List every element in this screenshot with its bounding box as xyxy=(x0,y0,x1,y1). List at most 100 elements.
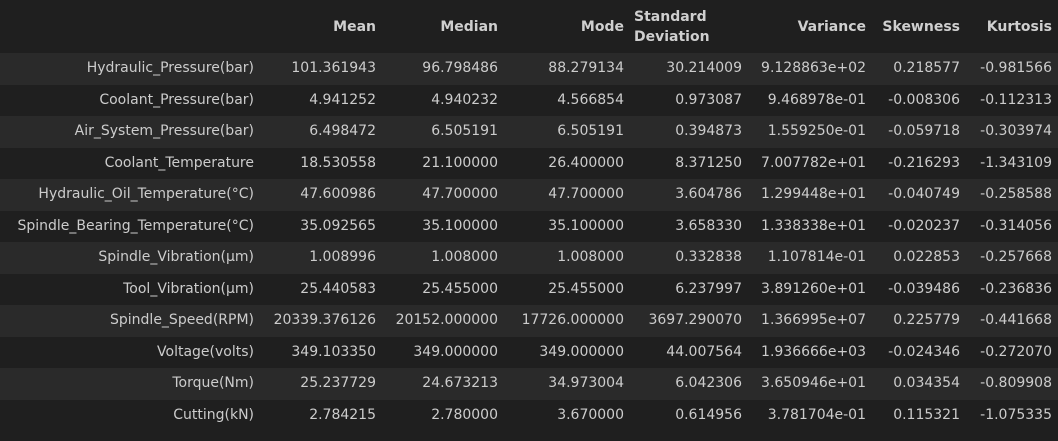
std-cell: 6.042306 xyxy=(630,368,748,400)
std-cell: 44.007564 xyxy=(630,336,748,368)
mode-cell: 1.008000 xyxy=(504,242,630,274)
row-label: Hydraulic_Pressure(bar) xyxy=(0,53,260,85)
mean-cell: 25.440583 xyxy=(260,273,382,305)
row-label: Spindle_Bearing_Temperature(°C) xyxy=(0,210,260,242)
median-cell: 25.455000 xyxy=(382,273,504,305)
kurtosis-cell: -0.258588 xyxy=(966,179,1058,211)
variance-cell: 9.128863e+02 xyxy=(748,53,872,85)
table-body: Hydraulic_Pressure(bar) 101.361943 96.7984… xyxy=(0,53,1058,431)
std-cell: 0.332838 xyxy=(630,242,748,274)
kurtosis-cell: -0.441668 xyxy=(966,305,1058,337)
mean-cell: 47.600986 xyxy=(260,179,382,211)
kurtosis-cell: -0.314056 xyxy=(966,210,1058,242)
mode-cell: 47.700000 xyxy=(504,179,630,211)
variance-cell: 1.936666e+03 xyxy=(748,336,872,368)
median-cell: 21.100000 xyxy=(382,147,504,179)
kurtosis-cell: -0.112313 xyxy=(966,84,1058,116)
table-row: Hydraulic_Oil_Temperature(°C) 47.600986 47… xyxy=(0,179,1058,211)
table-row: Torque(Nm) 25.237729 24.673213 34.973004 6.0… xyxy=(0,368,1058,400)
column-header-median: Median xyxy=(440,18,498,35)
mean-cell: 25.237729 xyxy=(260,368,382,400)
table-row: Spindle_Bearing_Temperature(°C) 35.092565… xyxy=(0,210,1058,242)
kurtosis-cell: -0.981566 xyxy=(966,53,1058,85)
column-header-skewness: Skewness xyxy=(882,18,960,35)
table-row: Coolant_Temperature 18.530558 21.100000 26.… xyxy=(0,147,1058,179)
skewness-cell: 0.034354 xyxy=(872,368,966,400)
std-cell: 3.604786 xyxy=(630,179,748,211)
mean-cell: 101.361943 xyxy=(260,53,382,85)
skewness-cell: -0.020237 xyxy=(872,210,966,242)
mode-cell: 349.000000 xyxy=(504,336,630,368)
table-row: Coolant_Pressure(bar) 4.941252 4.940232 4.5… xyxy=(0,84,1058,116)
row-label: Coolant_Pressure(bar) xyxy=(0,84,260,116)
variance-cell: 1.338338e+01 xyxy=(748,210,872,242)
statistics-dataframe: Mean Median Mode Standard Deviation Vari… xyxy=(0,0,1058,431)
table-row: Cutting(kN) 2.784215 2.780000 3.670000 0.614… xyxy=(0,399,1058,431)
column-header-kurtosis: Kurtosis xyxy=(986,18,1052,35)
kurtosis-cell: -1.075335 xyxy=(966,399,1058,431)
mode-cell: 4.566854 xyxy=(504,84,630,116)
median-cell: 47.700000 xyxy=(382,179,504,211)
mean-cell: 35.092565 xyxy=(260,210,382,242)
variance-cell: 1.366995e+07 xyxy=(748,305,872,337)
table-row: Hydraulic_Pressure(bar) 101.361943 96.7984… xyxy=(0,53,1058,85)
std-cell: 6.237997 xyxy=(630,273,748,305)
row-label: Cutting(kN) xyxy=(0,399,260,431)
row-label: Air_System_Pressure(bar) xyxy=(0,116,260,148)
row-label: Torque(Nm) xyxy=(0,368,260,400)
std-cell: 8.371250 xyxy=(630,147,748,179)
mean-cell: 4.941252 xyxy=(260,84,382,116)
skewness-cell: 0.225779 xyxy=(872,305,966,337)
row-label: Hydraulic_Oil_Temperature(°C) xyxy=(0,179,260,211)
table-row: Tool_Vibration(µm) 25.440583 25.455000 25.4… xyxy=(0,273,1058,305)
mean-cell: 18.530558 xyxy=(260,147,382,179)
skewness-cell: 0.022853 xyxy=(872,242,966,274)
mode-cell: 26.400000 xyxy=(504,147,630,179)
skewness-cell: -0.040749 xyxy=(872,179,966,211)
kurtosis-cell: -0.236836 xyxy=(966,273,1058,305)
mean-cell: 20339.376126 xyxy=(260,305,382,337)
table-header: Mean Median Mode Standard Deviation Vari… xyxy=(0,0,1058,53)
mean-cell: 1.008996 xyxy=(260,242,382,274)
skewness-cell: -0.024346 xyxy=(872,336,966,368)
row-label: Spindle_Speed(RPM) xyxy=(0,305,260,337)
median-cell: 35.100000 xyxy=(382,210,504,242)
row-label: Coolant_Temperature xyxy=(0,147,260,179)
kurtosis-cell: -1.343109 xyxy=(966,147,1058,179)
table-row: Air_System_Pressure(bar) 6.498472 6.505191… xyxy=(0,116,1058,148)
mean-cell: 6.498472 xyxy=(260,116,382,148)
variance-cell: 3.781704e-01 xyxy=(748,399,872,431)
skewness-cell: -0.008306 xyxy=(872,84,966,116)
median-cell: 2.780000 xyxy=(382,399,504,431)
variance-cell: 3.891260e+01 xyxy=(748,273,872,305)
kurtosis-cell: -0.257668 xyxy=(966,242,1058,274)
median-cell: 1.008000 xyxy=(382,242,504,274)
variance-cell: 7.007782e+01 xyxy=(748,147,872,179)
mode-cell: 3.670000 xyxy=(504,399,630,431)
median-cell: 4.940232 xyxy=(382,84,504,116)
skewness-cell: 0.218577 xyxy=(872,53,966,85)
median-cell: 349.000000 xyxy=(382,336,504,368)
variance-cell: 1.299448e+01 xyxy=(748,179,872,211)
variance-cell: 1.107814e-01 xyxy=(748,242,872,274)
row-label: Spindle_Vibration(µm) xyxy=(0,242,260,274)
mode-cell: 35.100000 xyxy=(504,210,630,242)
index-header xyxy=(0,0,260,53)
skewness-cell: -0.216293 xyxy=(872,147,966,179)
median-cell: 96.798486 xyxy=(382,53,504,85)
mean-cell: 2.784215 xyxy=(260,399,382,431)
mode-cell: 25.455000 xyxy=(504,273,630,305)
std-cell: 0.614956 xyxy=(630,399,748,431)
std-cell: 0.394873 xyxy=(630,116,748,148)
table-row: Spindle_Speed(RPM) 20339.376126 20152.0000… xyxy=(0,305,1058,337)
skewness-cell: -0.059718 xyxy=(872,116,966,148)
row-label: Voltage(volts) xyxy=(0,336,260,368)
std-cell: 0.973087 xyxy=(630,84,748,116)
column-header-mean: Mean xyxy=(333,18,376,35)
skewness-cell: 0.115321 xyxy=(872,399,966,431)
median-cell: 20152.000000 xyxy=(382,305,504,337)
variance-cell: 3.650946e+01 xyxy=(748,368,872,400)
kurtosis-cell: -0.303974 xyxy=(966,116,1058,148)
variance-cell: 1.559250e-01 xyxy=(748,116,872,148)
header-row: Mean Median Mode Standard Deviation Vari… xyxy=(0,0,1058,53)
